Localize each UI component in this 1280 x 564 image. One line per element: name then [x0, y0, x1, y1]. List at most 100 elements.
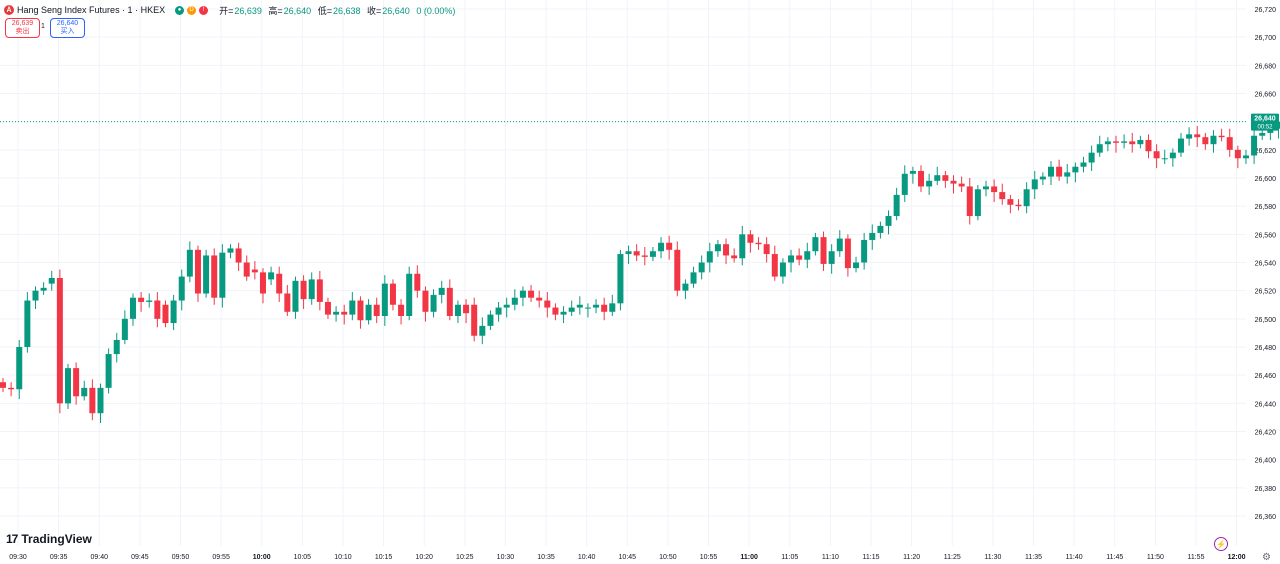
candle-body: [454, 304, 461, 317]
tradingview-logo-text: TradingView: [21, 532, 92, 546]
time-tick-label: 09:40: [90, 554, 108, 561]
candle-body: [609, 303, 616, 312]
market-status-icon[interactable]: ●: [175, 5, 185, 15]
candle-body: [40, 287, 47, 291]
candle-body: [698, 262, 705, 273]
candle-body: [1064, 172, 1071, 177]
candle-body: [560, 311, 567, 315]
candle-body: [909, 170, 916, 174]
candle-body: [593, 304, 600, 308]
time-tick-label: 11:10: [822, 554, 839, 561]
candle-body: [1267, 128, 1274, 133]
candle-body: [877, 225, 884, 233]
time-tick-label: 10:50: [659, 554, 677, 561]
candle-body: [511, 297, 518, 305]
candle-body: [446, 287, 453, 317]
candle-body: [641, 255, 648, 257]
candle-body: [836, 238, 843, 252]
candle-body: [649, 251, 656, 257]
candle-body: [633, 251, 640, 256]
candle-body: [430, 294, 437, 312]
sell-button[interactable]: 26,639 卖出: [5, 18, 40, 38]
buy-button[interactable]: 26,640 买入: [50, 18, 85, 38]
candle-body: [381, 283, 388, 317]
candle-body: [0, 382, 6, 388]
candle-body: [1161, 158, 1168, 160]
price-tick-label: 26,360: [1255, 514, 1277, 521]
time-tick-label: 10:45: [619, 554, 637, 561]
candle-body: [812, 237, 819, 252]
candle-body: [503, 304, 510, 308]
candle-body: [105, 354, 112, 388]
time-tick-label: 10:05: [294, 554, 312, 561]
candle-body: [625, 251, 632, 255]
candle-body: [714, 244, 721, 252]
time-tick-label: 11:30: [984, 554, 1001, 561]
candle-body: [528, 290, 535, 298]
time-tick-label: 11:45: [1106, 554, 1123, 561]
candle-body: [113, 339, 120, 355]
candle-body: [918, 170, 925, 187]
candle-body: [276, 273, 283, 294]
candle-body: [536, 297, 543, 301]
delayed-data-badge[interactable]: D: [187, 5, 197, 15]
gear-icon[interactable]: ⚙: [1262, 552, 1271, 563]
candle-body: [1088, 152, 1095, 163]
chart-legend: Ä Hang Seng Index Futures · 1 · HKEX ● D…: [4, 3, 459, 17]
candle-body: [788, 255, 795, 263]
candle-body: [8, 387, 15, 390]
candle-body: [97, 387, 104, 414]
price-tick-label: 26,400: [1255, 458, 1277, 465]
candle-body: [406, 273, 413, 317]
time-tick-label: 10:15: [375, 554, 393, 561]
price-tick-label: 26,680: [1255, 63, 1277, 70]
candle-body: [243, 262, 250, 277]
candle-body: [926, 180, 933, 187]
candle-body: [129, 297, 136, 319]
candle-body: [723, 244, 730, 256]
time-tick-label: 10:55: [700, 554, 718, 561]
candle-body: [1226, 137, 1233, 150]
candle-body: [934, 175, 941, 181]
sell-price: 26,639: [11, 20, 34, 27]
candle-body: [1186, 134, 1193, 139]
time-tick-label: 09:50: [172, 554, 190, 561]
symbol-title[interactable]: Hang Seng Index Futures · 1 · HKEX: [17, 5, 166, 15]
candle-body: [259, 272, 266, 294]
candle-body: [519, 290, 526, 298]
candle-body: [853, 262, 860, 269]
candle-body: [1145, 139, 1152, 152]
price-tick-label: 26,520: [1255, 289, 1277, 296]
candle-body: [203, 255, 210, 294]
price-tick-label: 26,600: [1255, 176, 1277, 183]
candle-body: [1242, 155, 1249, 159]
time-tick-label: 10:10: [334, 554, 352, 561]
candle-body: [950, 180, 957, 184]
candle-body: [796, 255, 803, 260]
candle-body: [1039, 176, 1046, 180]
candle-body: [1015, 204, 1022, 207]
tradingview-logo-icon: 17: [6, 532, 18, 546]
price-tick-label: 26,500: [1255, 317, 1277, 324]
ohlc-values: 开=26,639 高=26,640 低=26,638 收=26,640 0 (0…: [219, 5, 456, 16]
price-tick-label: 26,700: [1255, 35, 1277, 42]
candle-body: [1023, 189, 1030, 207]
candle-body: [552, 307, 559, 315]
candle-body: [1202, 137, 1209, 145]
candle-body: [1072, 166, 1079, 173]
time-tick-label: 09:30: [9, 554, 27, 561]
candle-body: [389, 283, 396, 305]
price-tick-label: 26,580: [1255, 204, 1277, 211]
candle-body: [576, 304, 583, 308]
time-tick-label: 11:00: [740, 554, 758, 561]
buy-label: 买入: [60, 28, 75, 35]
lightning-icon[interactable]: ⚡: [1214, 537, 1228, 551]
candle-body: [1234, 149, 1241, 159]
candle-body: [1080, 162, 1087, 167]
time-tick-label: 10:00: [253, 554, 271, 561]
tradingview-logo[interactable]: 17 TradingView: [6, 532, 92, 546]
candle-body: [1056, 166, 1063, 177]
candle-body: [341, 311, 348, 315]
warning-badge[interactable]: !: [199, 5, 209, 15]
